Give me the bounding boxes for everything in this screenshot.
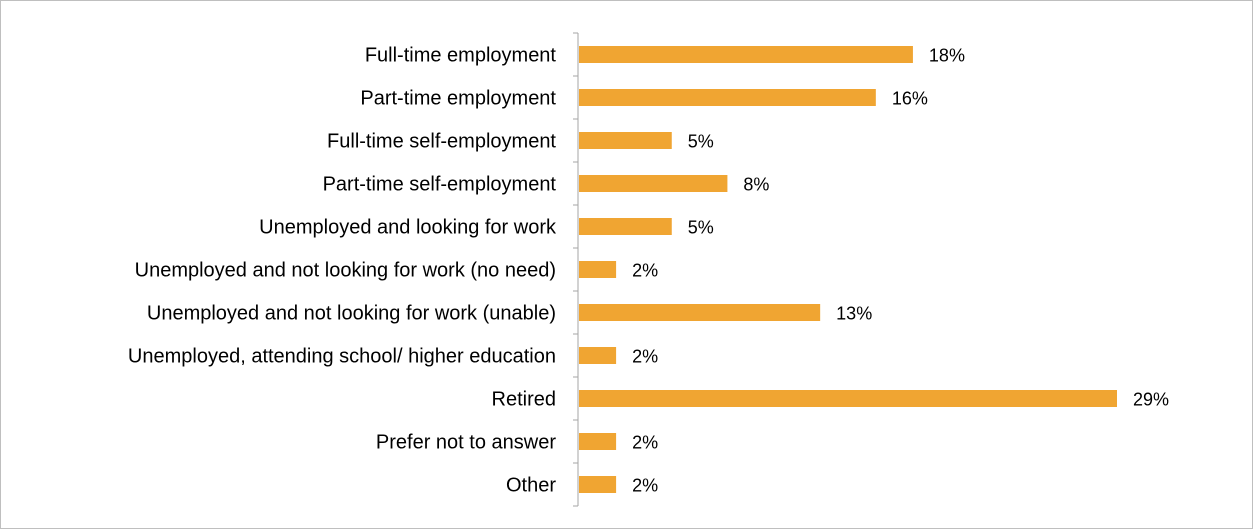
category-label: Unemployed and looking for work [259,217,557,239]
value-label: 29% [1133,390,1169,410]
value-label: 2% [632,476,658,496]
bar [579,390,1117,407]
value-label: 2% [632,433,658,453]
value-label: 18% [929,46,965,66]
bar [579,218,672,235]
category-label: Part-time self-employment [323,174,557,196]
value-label: 5% [688,132,714,152]
bar [579,476,617,493]
bar [579,46,913,63]
bar [579,132,672,149]
bar [579,89,876,106]
category-label: Retired [492,389,556,411]
bar [579,261,617,278]
category-label: Unemployed and not looking for work (no … [135,260,556,282]
value-label: 8% [743,175,769,195]
category-label: Full-time employment [365,45,557,67]
value-label: 5% [688,218,714,238]
bar [579,304,821,321]
category-label: Part-time employment [360,88,556,110]
value-labels: 18% 16% 5% 8% 5% 2% 13% 2% 29% 2% 2% [632,46,1169,496]
bar [579,175,728,192]
value-label: 16% [892,89,928,109]
category-label: Full-time self-employment [327,131,556,153]
category-label: Unemployed and not looking for work (una… [147,303,556,325]
value-label: 13% [836,304,872,324]
bar [579,347,617,364]
value-label: 2% [632,261,658,281]
category-label: Other [506,475,556,497]
value-label: 2% [632,347,658,367]
bar [579,433,617,450]
category-labels: Full-time employment Part-time employment… [128,45,557,497]
bars [579,46,1117,493]
category-label: Prefer not to answer [376,432,556,454]
category-label: Unemployed, attending school/ higher edu… [128,346,556,368]
y-axis-ticks [573,32,578,507]
